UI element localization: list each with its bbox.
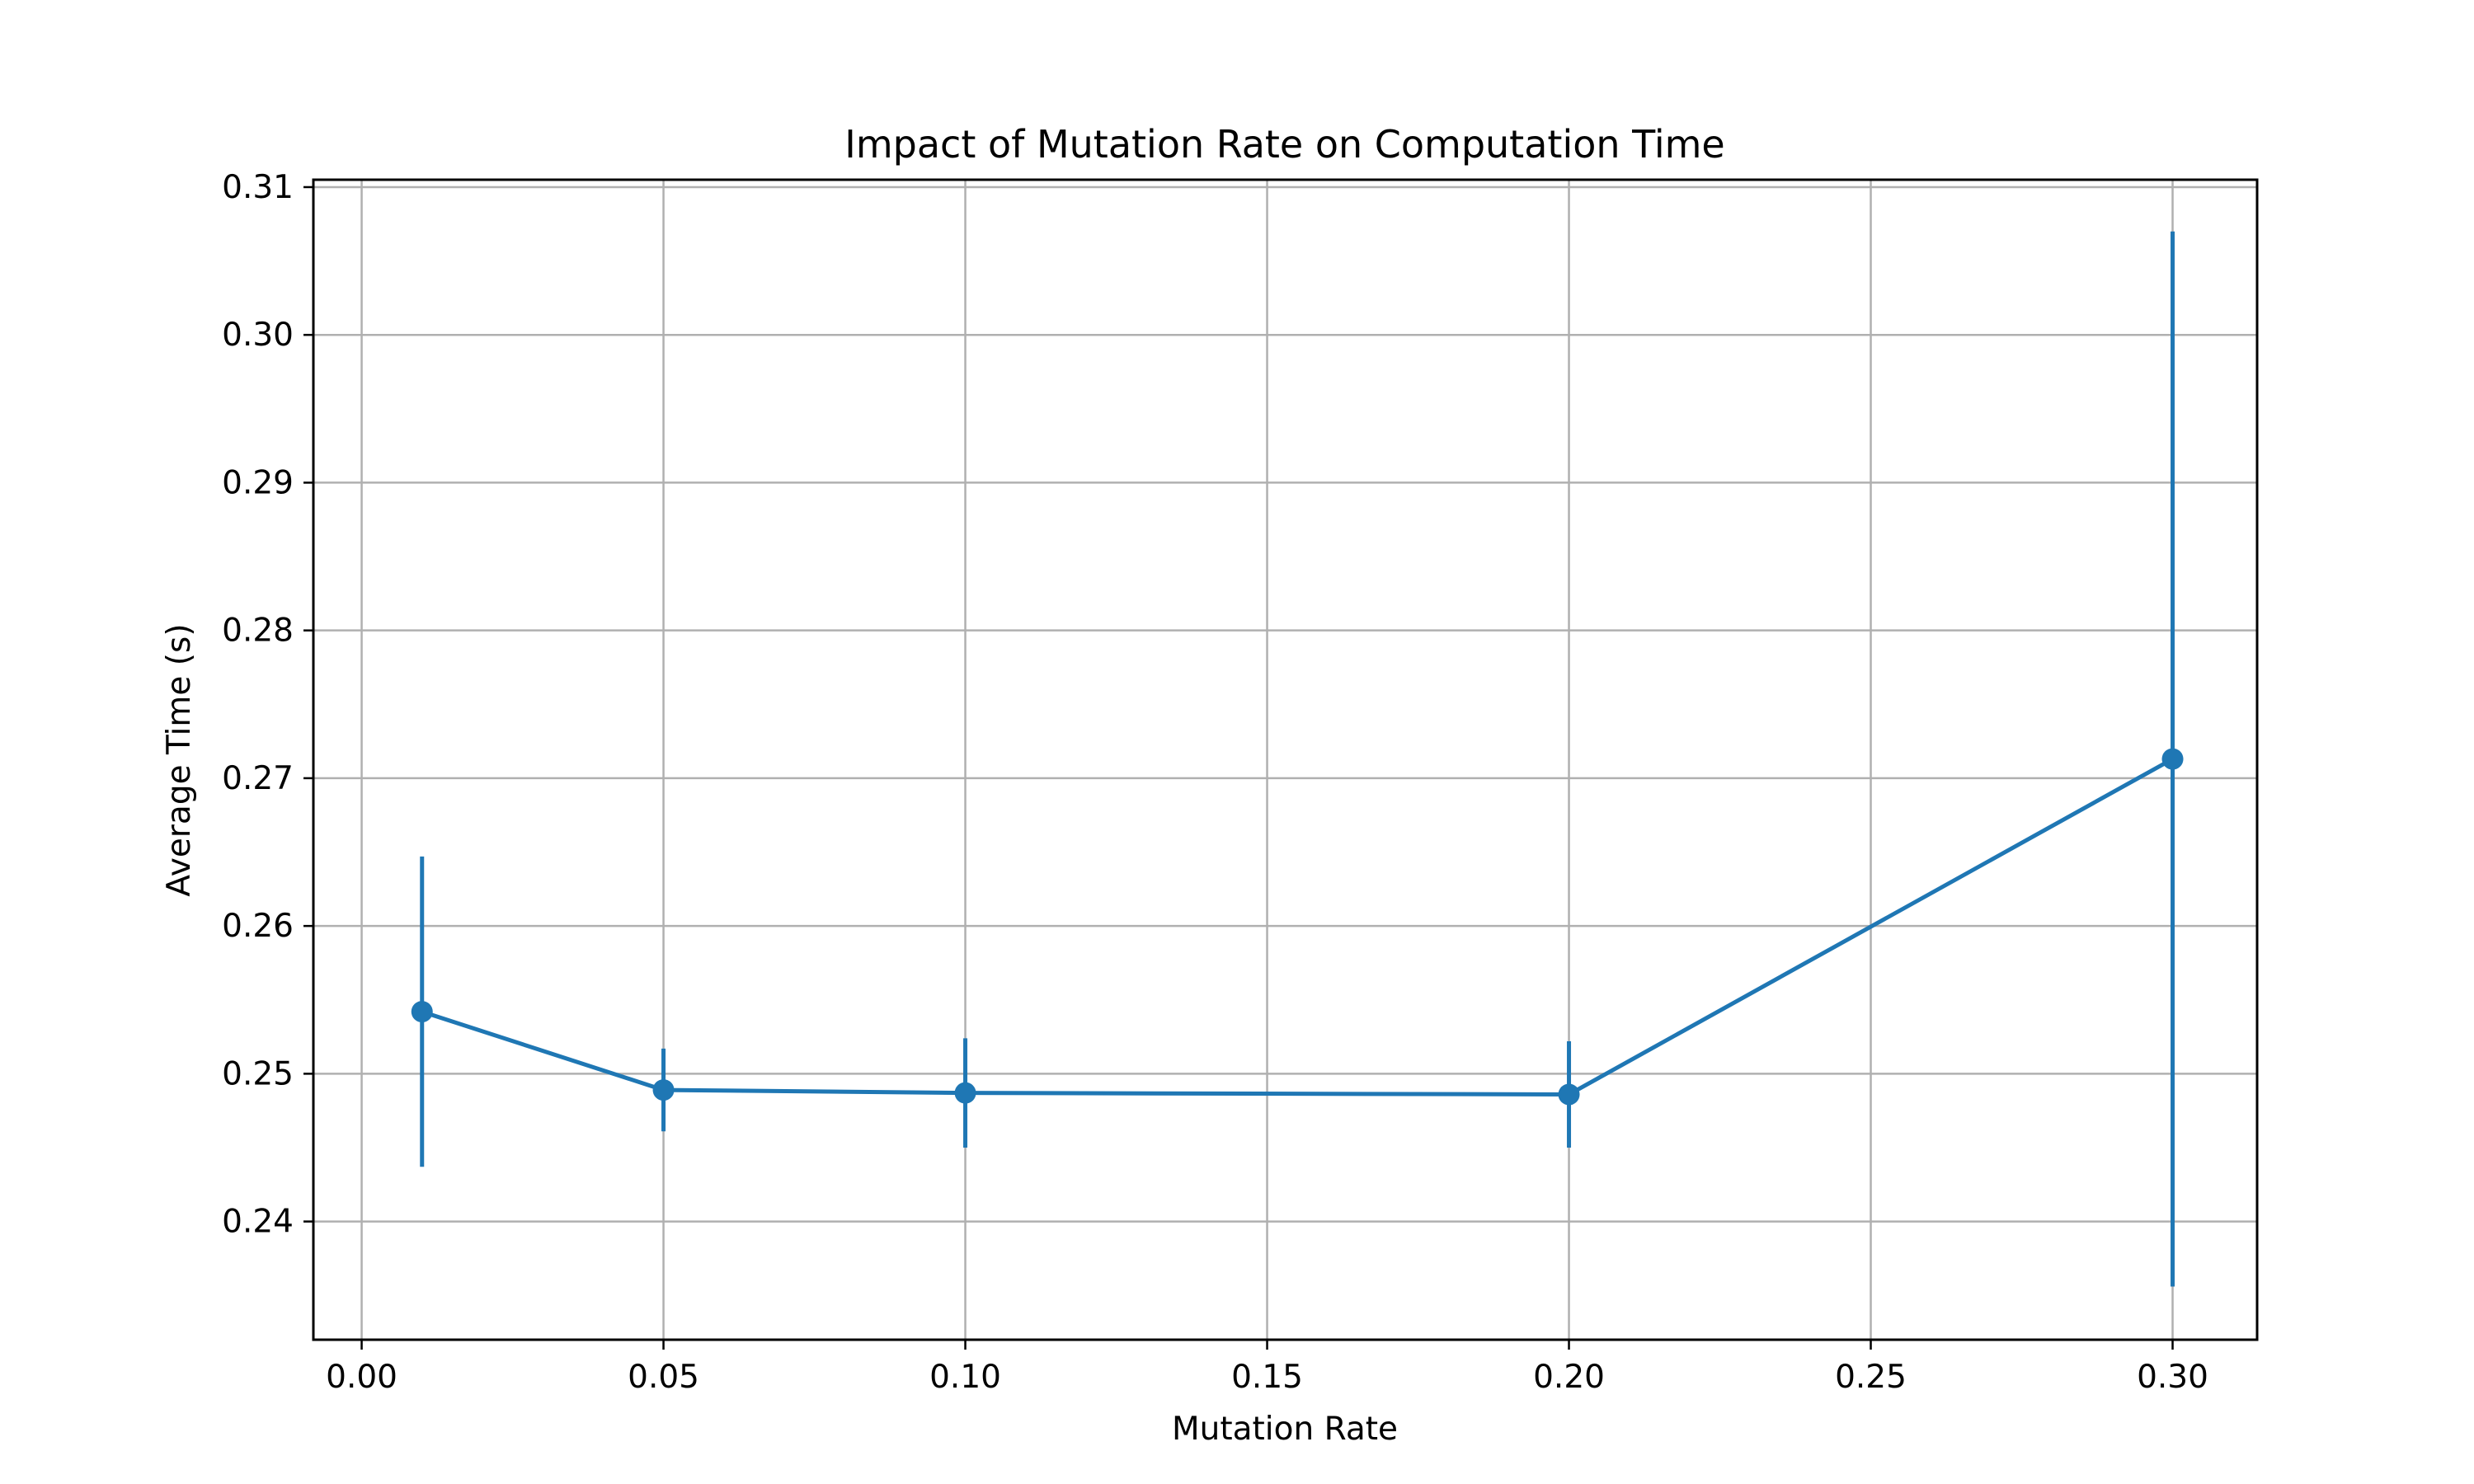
x-tick-label: 0.10 bbox=[929, 1359, 1001, 1396]
y-tick-label: 0.27 bbox=[222, 760, 294, 797]
y-tick-label: 0.28 bbox=[222, 613, 294, 650]
y-tick-label: 0.26 bbox=[222, 908, 294, 945]
data-point bbox=[411, 1001, 433, 1023]
x-tick-label: 0.30 bbox=[2137, 1359, 2208, 1396]
y-tick-label: 0.24 bbox=[222, 1204, 294, 1241]
series-layer bbox=[411, 231, 2184, 1287]
x-axis-label: Mutation Rate bbox=[1172, 1411, 1398, 1448]
data-point bbox=[652, 1079, 675, 1101]
data-point bbox=[1558, 1083, 1580, 1106]
x-tick-label: 0.05 bbox=[628, 1359, 699, 1396]
y-tick-label: 0.25 bbox=[222, 1055, 294, 1092]
plot-frame bbox=[312, 178, 2259, 1341]
x-tick-label: 0.15 bbox=[1231, 1359, 1303, 1396]
x-tick-label: 0.25 bbox=[1835, 1359, 1907, 1396]
tick-layer: 0.00 0.05 0.10 0.15 0.20 0.25 0.30 0.24 0.25 0.26… bbox=[222, 169, 2208, 1396]
y-tick-label: 0.31 bbox=[222, 169, 294, 206]
data-point bbox=[954, 1082, 976, 1104]
grid-layer bbox=[313, 180, 2257, 1340]
data-point bbox=[2161, 748, 2184, 770]
y-tick-label: 0.29 bbox=[222, 464, 294, 501]
chart-title: Impact of Mutation Rate on Computation T… bbox=[844, 122, 1724, 167]
y-tick-label: 0.30 bbox=[222, 317, 294, 354]
x-tick-label: 0.20 bbox=[1533, 1359, 1605, 1396]
y-axis-label: Average Time (s) bbox=[161, 623, 198, 896]
x-tick-label: 0.00 bbox=[326, 1359, 397, 1396]
